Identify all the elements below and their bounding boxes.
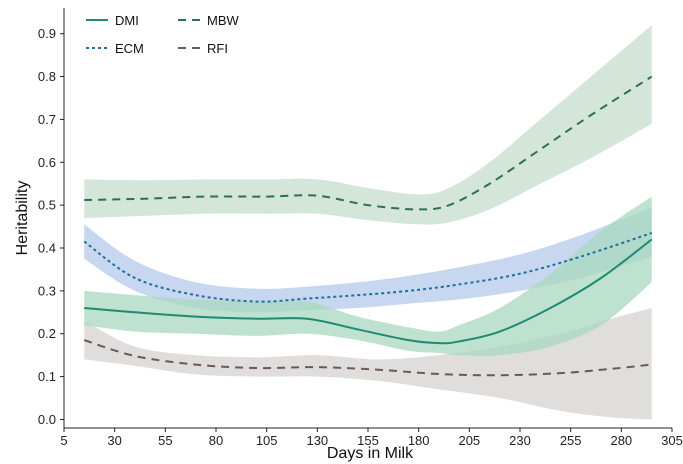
- x-tick-label: 130: [306, 433, 328, 448]
- series-lines: [83, 75, 653, 377]
- x-tick-label: 280: [610, 433, 632, 448]
- y-tick-label: 0.7: [38, 112, 56, 127]
- band-dmi: [84, 196, 652, 356]
- x-tick-label: 155: [357, 433, 379, 448]
- x-tick-label: 30: [107, 433, 121, 448]
- x-tick-label: 105: [256, 433, 278, 448]
- y-tick-label: 0.3: [38, 283, 56, 298]
- legend: DMI ECM MBW RFI: [86, 13, 240, 56]
- x-tick-label: 5: [60, 433, 67, 448]
- x-tick-label: 80: [209, 433, 223, 448]
- x-axis-title: Days in Milk: [327, 445, 414, 462]
- band-mbw: [84, 25, 652, 225]
- x-tick-label: 305: [661, 433, 683, 448]
- band-rfi: [84, 308, 652, 420]
- band-ecm: [84, 207, 652, 313]
- x-tick-label: 55: [158, 433, 172, 448]
- series-line-ecm: [83, 232, 653, 303]
- y-axis-title: Heritability: [14, 181, 31, 256]
- y-tick-label: 0.5: [38, 198, 56, 213]
- y-tick-label: 0.4: [38, 241, 56, 256]
- y-tick-label: 0.8: [38, 69, 56, 84]
- legend-label-ecm: ECM: [115, 41, 144, 56]
- x-tick-label: 230: [509, 433, 531, 448]
- y-tick-label: 0.9: [38, 26, 56, 41]
- confidence-bands: [84, 25, 652, 420]
- legend-label-rfi: RFI: [207, 41, 228, 56]
- series-line-rfi: [83, 339, 652, 377]
- legend-label-dmi: DMI: [115, 13, 139, 28]
- x-tick-label: 205: [458, 433, 480, 448]
- x-tick-label: 255: [560, 433, 582, 448]
- y-tick-label: 0.0: [38, 412, 56, 427]
- legend-label-mbw: MBW: [207, 13, 240, 28]
- series-line-dmi: [84, 238, 653, 345]
- x-tick-label: 180: [408, 433, 430, 448]
- axes: 5 30 55 80 105 130 155 180 205 230 255 280 305 0.0 0.1…: [38, 8, 683, 448]
- y-tick-label: 0.2: [38, 326, 56, 341]
- y-tick-label: 0.1: [38, 369, 56, 384]
- series-line-mbw: [84, 75, 653, 211]
- y-tick-label: 0.6: [38, 155, 56, 170]
